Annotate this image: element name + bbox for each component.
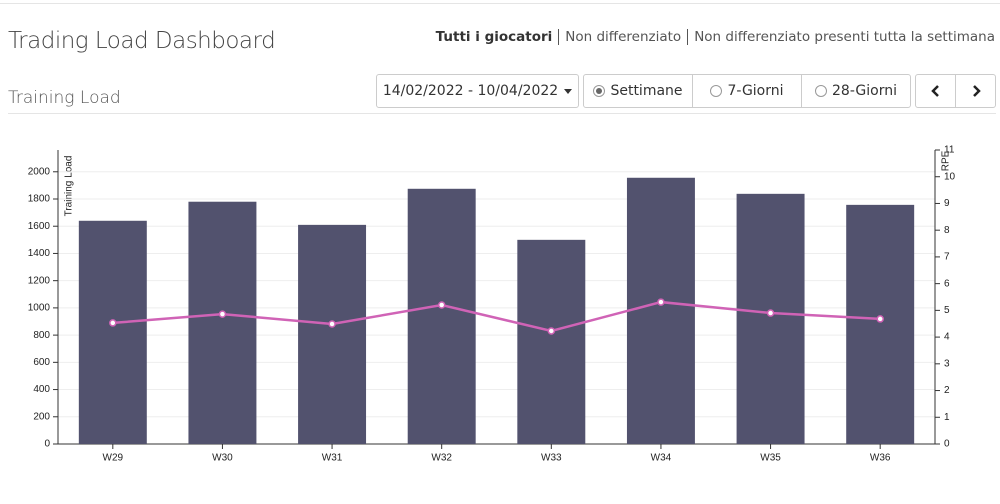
- y2-tick-label: 9: [944, 198, 950, 209]
- y2-tick-label: 6: [944, 278, 950, 289]
- rpe-point: [547, 327, 556, 335]
- x-tick-label: W33: [541, 453, 562, 464]
- y2-tick-label: 7: [944, 252, 950, 263]
- y2-axis-label: RPE: [941, 150, 952, 171]
- bar: [846, 204, 915, 444]
- prev-button[interactable]: [916, 75, 956, 107]
- next-button[interactable]: [956, 75, 995, 107]
- x-tick-label: W34: [651, 453, 672, 464]
- chevron-right: [972, 85, 981, 97]
- x-tick-label: W29: [103, 453, 124, 464]
- y-tick-label: 1000: [28, 303, 51, 314]
- y2-tick-label: 8: [944, 225, 950, 236]
- chevron-left: [930, 85, 939, 97]
- radio: [815, 85, 828, 97]
- filter[interactable]: Tutti i giocatori: [435, 29, 553, 45]
- x-tick-label: W31: [322, 453, 343, 464]
- y-tick-label: 1800: [28, 194, 51, 205]
- y2-tick-label: 5: [944, 305, 950, 316]
- y-tick-label: 200: [33, 411, 50, 422]
- rpe-point: [876, 315, 884, 323]
- period-label: 7-Giorni: [727, 83, 784, 99]
- period-label: 28-Giorni: [832, 83, 897, 99]
- x-tick-label: W35: [760, 453, 781, 464]
- y2-tick-label: 1: [944, 412, 950, 423]
- bar: [736, 193, 805, 444]
- rpe-line: [112, 300, 881, 333]
- y2-tick-label: 0: [944, 439, 950, 450]
- bar: [407, 188, 476, 444]
- y2-tick-label: 2: [944, 385, 950, 396]
- x-tick-label: W30: [212, 453, 233, 464]
- rpe-point: [657, 298, 665, 306]
- y2-tick-label: 10: [944, 171, 956, 182]
- section-title: Training Load: [8, 88, 121, 108]
- date-range-button[interactable]: 14/02/2022 - 10/04/2022: [376, 74, 579, 108]
- y-tick-label: 1200: [28, 275, 51, 286]
- rpe-point: [328, 320, 336, 328]
- nav-buttons: [915, 74, 996, 108]
- x-tick-label: W36: [870, 453, 891, 464]
- caret: [564, 88, 573, 94]
- radio: [593, 85, 606, 97]
- date-range: 14/02/2022 - 10/04/2022: [382, 83, 559, 99]
- period-group: Settimane 7-Giorni 28-Giorni: [583, 74, 911, 108]
- y-tick-label: 600: [33, 357, 50, 368]
- y2-tick-label: 3: [944, 358, 950, 369]
- period-option[interactable]: 28-Giorni: [802, 75, 910, 107]
- y-axis-label: Training Load: [64, 156, 75, 217]
- period-label: Settimane: [610, 83, 683, 99]
- period-option[interactable]: 7-Giorni: [693, 75, 802, 107]
- bar: [298, 224, 367, 444]
- bar: [517, 239, 586, 444]
- rpe-point: [437, 301, 446, 309]
- section-rule: [8, 113, 996, 114]
- y-tick-label: 800: [33, 330, 50, 341]
- period-option[interactable]: Settimane: [584, 75, 693, 107]
- bar: [78, 220, 147, 444]
- filters: Tutti i giocatori Non differenziato Non di…: [436, 29, 995, 45]
- y2-tick-label: 11: [944, 145, 955, 156]
- bar: [626, 177, 695, 444]
- top-rule: [0, 3, 1000, 4]
- y2-tick-label: 4: [944, 332, 950, 343]
- filter[interactable]: Non differenziato presenti tutta la sett…: [687, 29, 995, 45]
- y-tick-label: 2000: [28, 166, 51, 177]
- radio: [710, 85, 723, 97]
- page-title: Trading Load Dashboard: [8, 28, 276, 54]
- x-tick-label: W32: [431, 453, 452, 464]
- rpe-point: [766, 309, 775, 317]
- filter[interactable]: Non differenziato: [558, 29, 682, 45]
- rpe-point: [109, 319, 117, 327]
- rpe-point: [218, 310, 227, 318]
- y-tick-label: 400: [33, 384, 50, 395]
- bar: [188, 201, 257, 444]
- y-tick-label: 1400: [28, 248, 51, 259]
- y-tick-label: 0: [44, 439, 50, 450]
- y-tick-label: 1600: [28, 221, 51, 232]
